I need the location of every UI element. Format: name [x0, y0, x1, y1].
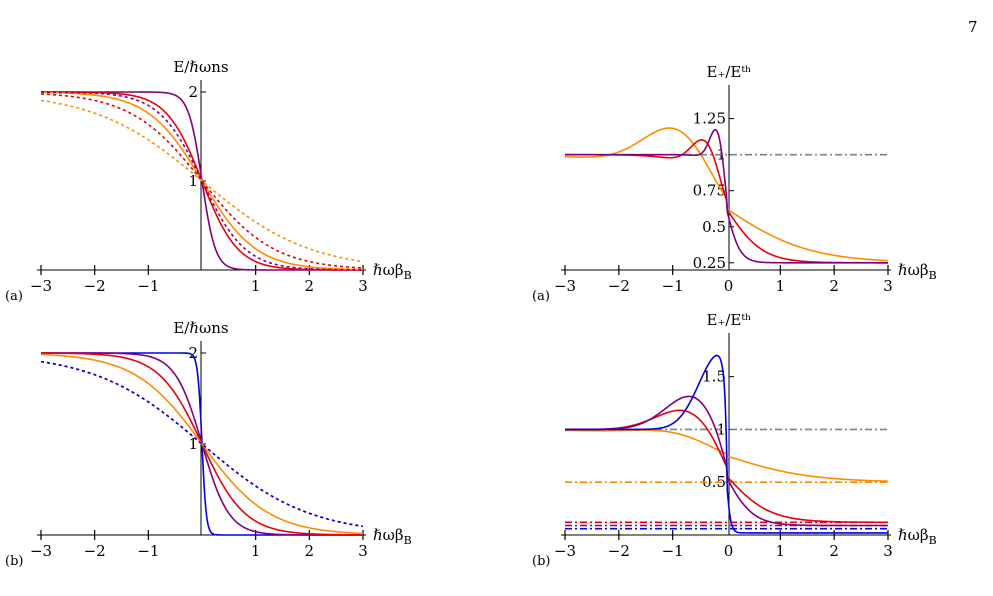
x-tick-label: −3	[30, 542, 52, 560]
x-axis-title: ℏωβB	[373, 261, 412, 282]
y-axis-title: E/ℏωns	[173, 58, 228, 76]
panel-left-a: −3 −2 −1 1 2 3 1 2 E/ℏωns ℏωβB (a)	[5, 58, 412, 304]
x-tick-label: −2	[84, 542, 106, 560]
panel-left-b: −3 −2 −1 1 2 3 1 2 E/ℏωns ℏωβB (b)	[5, 319, 412, 569]
x-axis-title: ℏωβB	[898, 526, 937, 547]
x-tick-label: 3	[358, 277, 368, 295]
x-tick-label: −2	[608, 542, 630, 560]
series-line-blue-solid	[565, 354, 888, 534]
panel-tag: (a)	[5, 289, 23, 304]
series-line-orange-dotted	[40, 99, 364, 263]
y-tick-label: 1	[188, 435, 198, 453]
x-tick-label: 1	[776, 277, 786, 295]
x-tick-label: 2	[829, 277, 839, 295]
series-line-red-dotted	[40, 93, 364, 269]
page-number: 7	[968, 18, 978, 36]
x-tick-label: −1	[662, 277, 684, 295]
y-tick-label: 0.5	[702, 473, 726, 491]
x-tick-label: 3	[883, 277, 893, 295]
x-tick-label: −2	[84, 277, 106, 295]
x-tick-label: 1	[251, 542, 261, 560]
x-tick-label: 0	[724, 542, 734, 560]
series-line-blue-dotted	[40, 360, 364, 528]
x-tick-label: −3	[554, 542, 576, 560]
x-axis-title: ℏωβB	[898, 261, 937, 282]
x-tick-label: −1	[662, 542, 684, 560]
y-tick-label: 0.75	[693, 182, 726, 200]
x-tick-label: 1	[776, 542, 786, 560]
y-axis-title: E₊/Eᵗʰ	[706, 311, 751, 329]
y-tick-label: 2	[188, 83, 198, 101]
x-tick-label: −1	[137, 277, 159, 295]
x-tick-label: 0	[724, 277, 734, 295]
x-tick-label: 3	[883, 542, 893, 560]
y-tick-label: 1.25	[693, 110, 726, 128]
y-tick-label: 1	[188, 172, 198, 190]
x-tick-label: 2	[305, 542, 315, 560]
x-tick-label: −3	[554, 277, 576, 295]
series-line-orange-solid	[40, 353, 364, 535]
x-tick-label: 2	[829, 542, 839, 560]
x-axis-title: ℏωβB	[373, 526, 412, 547]
panel-tag: (b)	[532, 554, 550, 569]
y-axis-title: E/ℏωns	[173, 319, 228, 337]
x-tick-label: −1	[137, 542, 159, 560]
panel-tag: (a)	[532, 289, 550, 304]
series-line-purple-solid	[565, 128, 888, 264]
x-tick-label: 2	[305, 277, 315, 295]
y-axis-title: E₊/Eᵗʰ	[706, 63, 751, 81]
y-tick-label: 1.5	[702, 368, 726, 386]
y-tick-label: 0.25	[693, 254, 726, 272]
panel-tag: (b)	[5, 554, 23, 569]
y-tick-label: 0.5	[702, 218, 726, 236]
x-tick-label: −2	[608, 277, 630, 295]
x-tick-label: 1	[251, 277, 261, 295]
x-tick-label: 3	[358, 542, 368, 560]
y-tick-label: 2	[188, 344, 198, 362]
x-tick-label: −3	[30, 277, 52, 295]
